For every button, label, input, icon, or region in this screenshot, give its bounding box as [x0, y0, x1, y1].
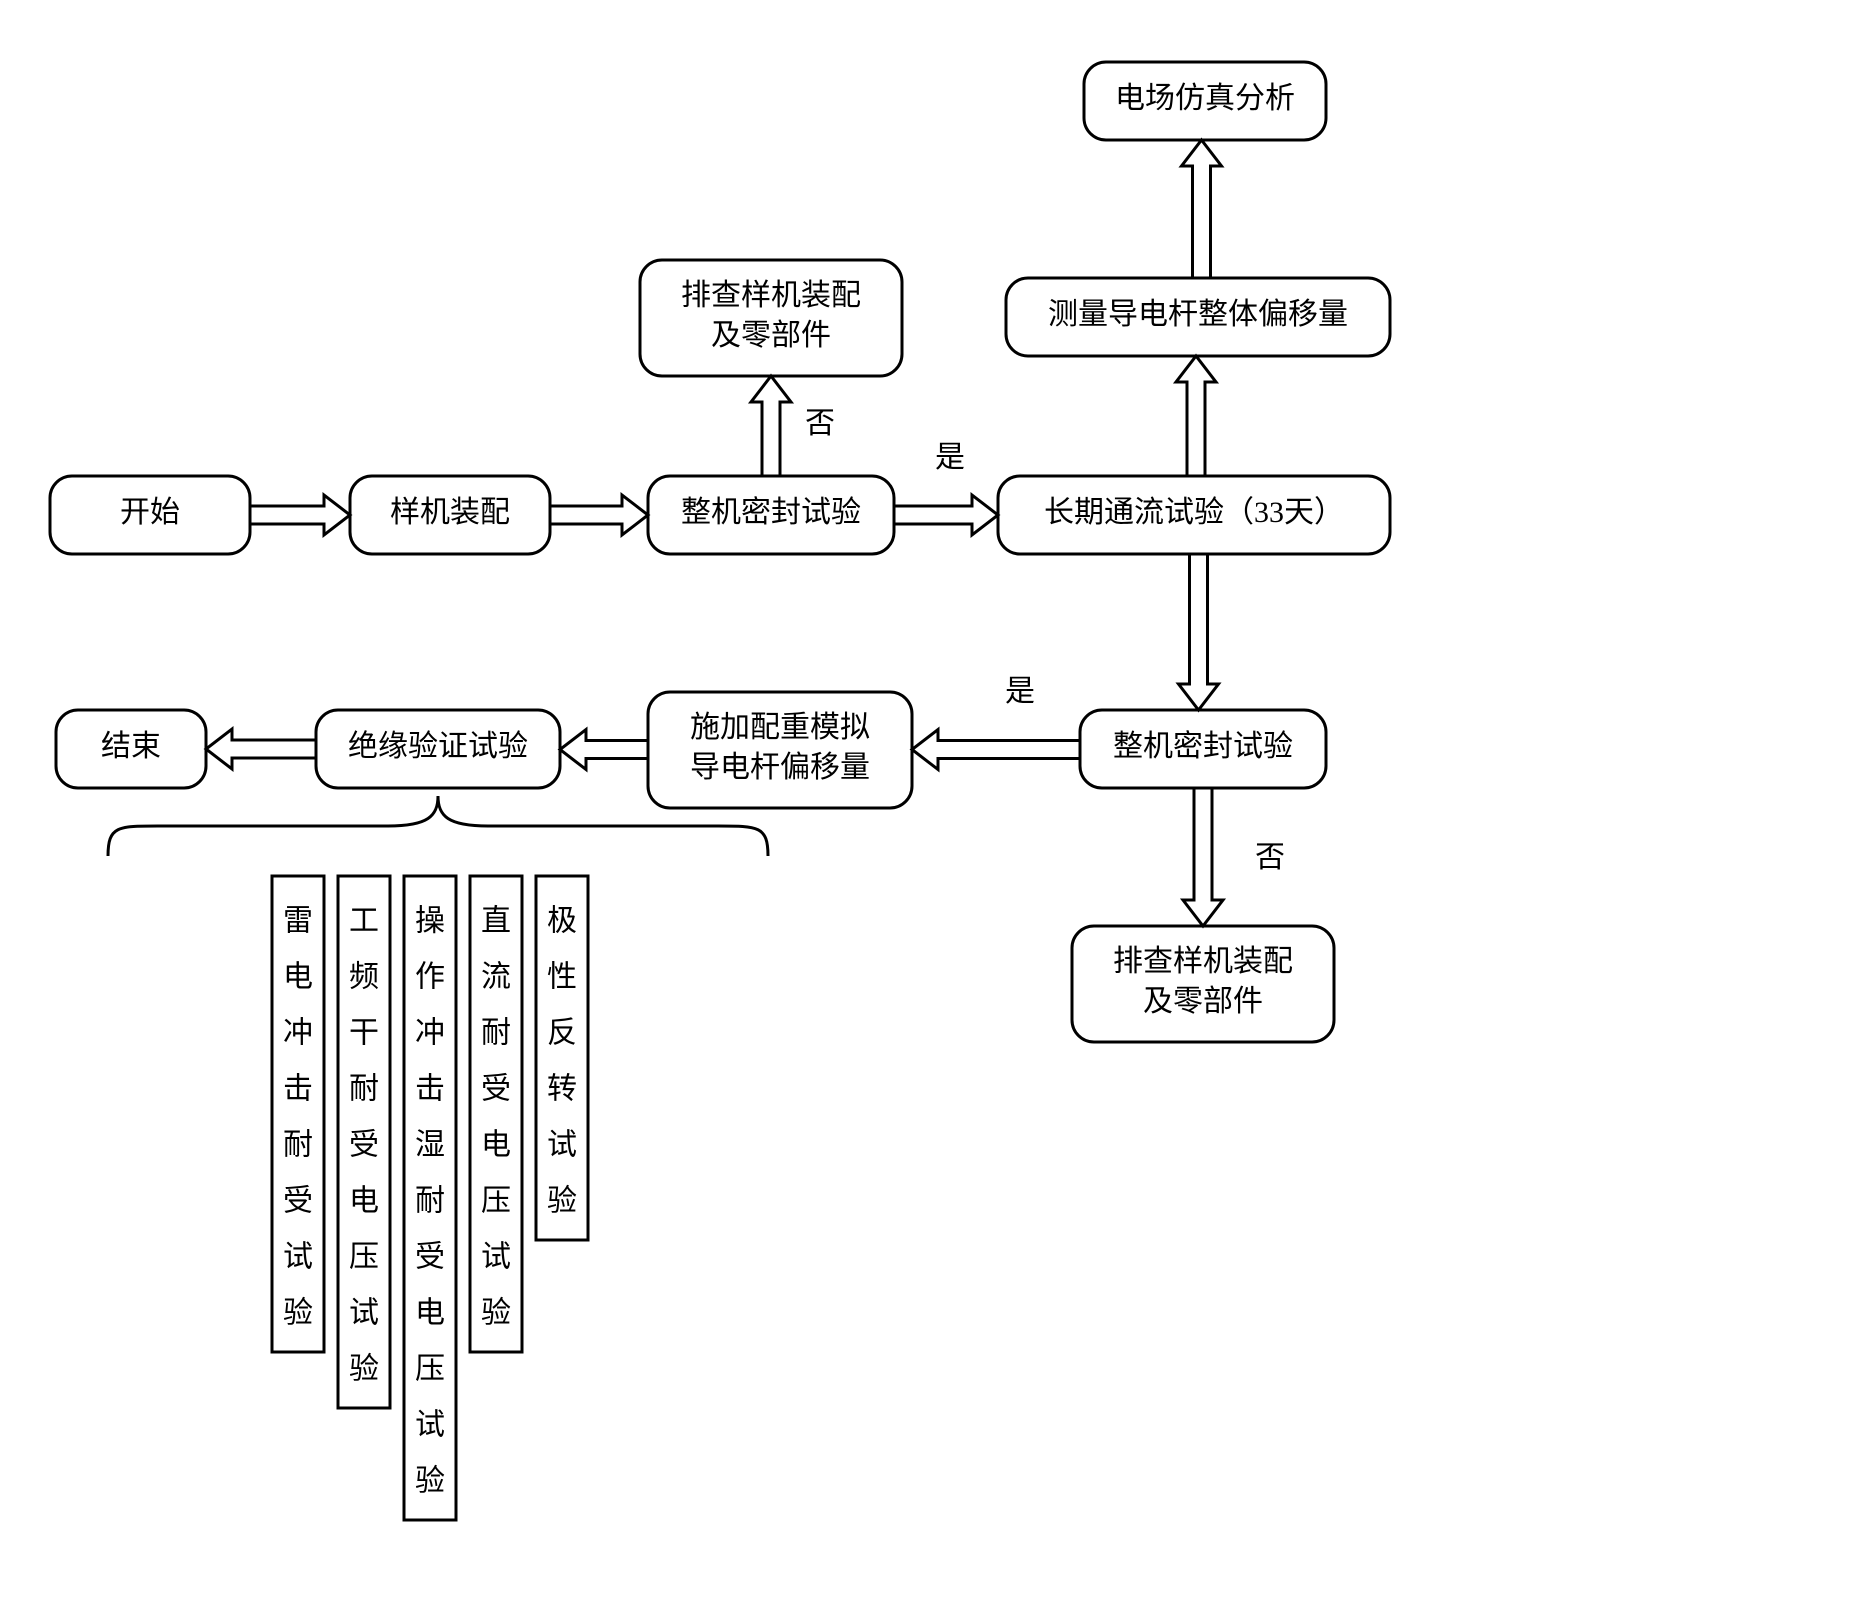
- sub-test-box: 直流耐受电压试验: [470, 876, 522, 1352]
- node-text: 电场仿真分析: [1115, 82, 1295, 115]
- sub-test-char: 极: [547, 904, 577, 937]
- sub-test-char: 转: [547, 1072, 577, 1105]
- sub-test-char: 冲: [283, 1016, 313, 1049]
- arrow: [250, 495, 350, 535]
- node-text: 开始: [120, 496, 180, 529]
- sub-test-char: 受: [481, 1072, 511, 1105]
- sub-test-char: 流: [481, 960, 511, 993]
- sub-test-char: 雷: [283, 904, 313, 937]
- node-text: 整机密封试验: [1113, 730, 1293, 763]
- sub-test-char: 电: [415, 1296, 445, 1329]
- edge-label: 是: [935, 441, 965, 474]
- sub-test-char: 直: [481, 904, 511, 937]
- sub-test-char: 湿: [415, 1128, 445, 1161]
- sub-test-char: 电: [481, 1128, 511, 1161]
- node-n_insul: 绝缘验证试验: [316, 710, 560, 788]
- node-text: 样机装配: [390, 496, 510, 529]
- arrow: [206, 729, 316, 769]
- node-n_seal2: 整机密封试验: [1080, 710, 1326, 788]
- arrow: [894, 495, 998, 535]
- sub-test-char: 压: [415, 1352, 445, 1385]
- node-n_longflow: 长期通流试验（33天）: [998, 476, 1390, 554]
- sub-test-char: 试: [415, 1408, 445, 1441]
- sub-test-char: 验: [283, 1296, 313, 1329]
- sub-test-char: 作: [415, 960, 445, 993]
- sub-test-char: 冲: [415, 1016, 445, 1049]
- node-text: 整机密封试验: [681, 496, 861, 529]
- node-n_check1: 排查样机装配及零部件: [640, 260, 902, 376]
- edge-label: 是: [1005, 675, 1035, 708]
- sub-test-char: 压: [481, 1184, 511, 1217]
- sub-test-char: 验: [481, 1296, 511, 1329]
- sub-test-char: 频: [349, 960, 379, 993]
- sub-test-char: 耐: [415, 1184, 445, 1217]
- node-n_seal1: 整机密封试验: [648, 476, 894, 554]
- sub-test-box: 操作冲击湿耐受电压试验: [404, 876, 456, 1520]
- sub-test-char: 电: [283, 960, 313, 993]
- arrow: [550, 495, 648, 535]
- node-n_measure: 测量导电杆整体偏移量: [1006, 278, 1390, 356]
- sub-test-box: 工频干耐受电压试验: [338, 876, 390, 1408]
- node-n_counter: 施加配重模拟导电杆偏移量: [648, 692, 912, 808]
- node-text: 施加配重模拟: [690, 711, 870, 744]
- node-n_end: 结束: [56, 710, 206, 788]
- arrow: [1176, 356, 1216, 476]
- sub-test-char: 验: [349, 1352, 379, 1385]
- node-text: 及零部件: [1143, 985, 1263, 1018]
- node-text: 长期通流试验（33天）: [1044, 496, 1344, 529]
- sub-test-char: 试: [349, 1296, 379, 1329]
- node-text: 绝缘验证试验: [348, 730, 528, 763]
- sub-test-char: 试: [547, 1128, 577, 1161]
- node-n_assemble: 样机装配: [350, 476, 550, 554]
- node-text: 测量导电杆整体偏移量: [1048, 298, 1348, 331]
- node-n_start: 开始: [50, 476, 250, 554]
- arrow: [751, 376, 791, 476]
- arrow: [1183, 788, 1223, 926]
- sub-test-char: 受: [349, 1128, 379, 1161]
- edge-label: 否: [805, 407, 835, 440]
- arrow: [560, 730, 648, 770]
- node-n_check2: 排查样机装配及零部件: [1072, 926, 1334, 1042]
- sub-test-char: 击: [283, 1072, 313, 1105]
- sub-test-char: 操: [415, 904, 445, 937]
- sub-test-char: 耐: [283, 1128, 313, 1161]
- sub-test-char: 受: [415, 1240, 445, 1273]
- arrow: [1182, 140, 1222, 278]
- sub-test-char: 反: [547, 1016, 577, 1049]
- edge-label: 否: [1255, 841, 1285, 874]
- sub-test-char: 电: [349, 1184, 379, 1217]
- sub-test-char: 击: [415, 1072, 445, 1105]
- sub-test-char: 试: [283, 1240, 313, 1273]
- sub-test-char: 压: [349, 1240, 379, 1273]
- sub-test-char: 工: [349, 904, 379, 937]
- sub-test-char: 试: [481, 1240, 511, 1273]
- sub-test-char: 耐: [481, 1016, 511, 1049]
- sub-test-char: 验: [415, 1464, 445, 1497]
- sub-test-char: 性: [547, 960, 577, 993]
- sub-test-box: 雷电冲击耐受试验: [272, 876, 324, 1352]
- node-text: 导电杆偏移量: [690, 751, 870, 784]
- sub-test-char: 验: [547, 1184, 577, 1217]
- node-text: 排查样机装配: [1113, 945, 1293, 978]
- sub-test-char: 受: [283, 1184, 313, 1217]
- arrow: [912, 730, 1080, 770]
- sub-test-char: 干: [349, 1016, 379, 1049]
- sub-test-box: 极性反转试验: [536, 876, 588, 1240]
- arrow: [1179, 554, 1219, 710]
- node-text: 及零部件: [711, 319, 831, 352]
- node-text: 排查样机装配: [681, 279, 861, 312]
- node-n_field: 电场仿真分析: [1084, 62, 1326, 140]
- sub-test-char: 耐: [349, 1072, 379, 1105]
- node-text: 结束: [101, 730, 161, 763]
